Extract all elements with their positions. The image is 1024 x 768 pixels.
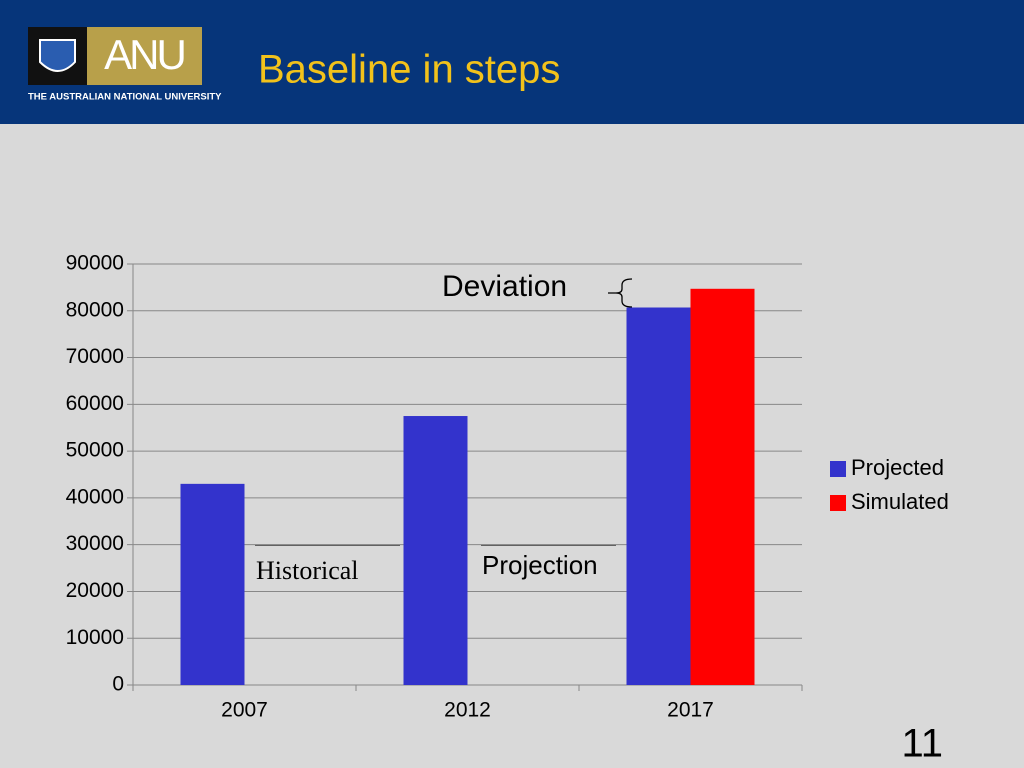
university-name: THE AUSTRALIAN NATIONAL UNIVERSITY <box>28 92 222 103</box>
y-tick-label: 0 <box>112 673 124 696</box>
chart: 0 10000 20000 30000 40000 50000 60000 70000 8000… <box>66 252 949 722</box>
page-number: 11 <box>901 722 943 766</box>
x-tick-label: 2007 <box>221 699 268 722</box>
y-tick-label: 60000 <box>66 392 124 415</box>
bar <box>180 483 245 685</box>
legend-swatch <box>830 495 846 511</box>
bar <box>626 307 691 685</box>
brace <box>608 278 633 308</box>
x-tick-label: 2017 <box>667 699 714 722</box>
legend-label: Simulated <box>851 489 949 514</box>
annotation: Deviation <box>442 270 567 303</box>
y-tick-label: 50000 <box>66 439 124 462</box>
legend-label: Projected <box>851 455 944 480</box>
y-tick-label: 90000 <box>66 252 124 275</box>
bar <box>690 288 755 685</box>
y-tick-label: 70000 <box>66 345 124 368</box>
x-tick-label: 2012 <box>444 699 491 722</box>
crest-shield <box>39 39 76 72</box>
y-tick-label: 30000 <box>66 532 124 555</box>
y-tick-label: 10000 <box>66 626 124 649</box>
y-tick-label: 40000 <box>66 485 124 508</box>
logo-box <box>87 27 202 85</box>
logo-text: ANU <box>104 31 184 78</box>
y-tick-label: 80000 <box>66 298 124 321</box>
legend-swatch <box>830 461 846 477</box>
annotation: Projection <box>482 550 598 580</box>
y-tick-label: 20000 <box>66 579 124 602</box>
annotation: Historical <box>256 556 359 585</box>
bar <box>403 416 468 685</box>
slide-title: Baseline in steps <box>258 48 560 92</box>
